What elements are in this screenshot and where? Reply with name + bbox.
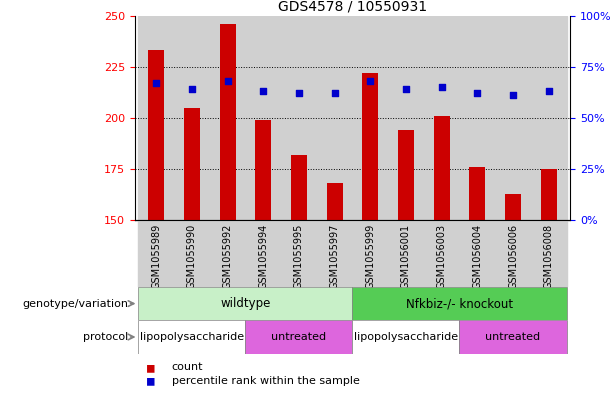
- Bar: [139, 220, 174, 287]
- Bar: [424, 16, 460, 220]
- Bar: [291, 155, 307, 220]
- Bar: [255, 120, 272, 220]
- Bar: [148, 50, 164, 220]
- Bar: [531, 16, 566, 220]
- Text: GSM1056003: GSM1056003: [436, 223, 447, 288]
- Bar: [210, 220, 245, 287]
- Point: [330, 90, 340, 97]
- Bar: [139, 16, 174, 220]
- Point: [401, 86, 411, 92]
- Bar: [352, 320, 460, 354]
- Bar: [139, 287, 352, 320]
- Point: [473, 90, 482, 97]
- Text: GSM1056008: GSM1056008: [544, 223, 554, 288]
- Point: [365, 78, 375, 84]
- Bar: [398, 130, 414, 220]
- Bar: [470, 167, 485, 220]
- Bar: [281, 220, 317, 287]
- Text: Nfkbiz-/- knockout: Nfkbiz-/- knockout: [406, 297, 513, 310]
- Bar: [317, 220, 352, 287]
- Bar: [210, 16, 245, 220]
- Text: count: count: [172, 362, 203, 373]
- Point: [151, 80, 161, 86]
- Bar: [388, 220, 424, 287]
- Bar: [174, 16, 210, 220]
- Bar: [327, 183, 343, 220]
- Title: GDS4578 / 10550931: GDS4578 / 10550931: [278, 0, 427, 13]
- Text: GSM1055995: GSM1055995: [294, 223, 304, 289]
- Point: [508, 92, 518, 99]
- Text: GSM1055997: GSM1055997: [330, 223, 340, 289]
- Bar: [245, 220, 281, 287]
- Bar: [460, 220, 495, 287]
- Text: GSM1055990: GSM1055990: [187, 223, 197, 289]
- Text: GSM1055992: GSM1055992: [223, 223, 232, 289]
- Bar: [245, 16, 281, 220]
- Text: ■: ■: [147, 375, 154, 388]
- Bar: [352, 220, 388, 287]
- Point: [187, 86, 197, 92]
- Text: wildtype: wildtype: [220, 297, 270, 310]
- Point: [223, 78, 232, 84]
- Text: lipopolysaccharide: lipopolysaccharide: [140, 332, 244, 342]
- Text: untreated: untreated: [485, 332, 541, 342]
- Text: untreated: untreated: [272, 332, 327, 342]
- Text: GSM1055994: GSM1055994: [258, 223, 268, 289]
- Bar: [460, 320, 566, 354]
- Bar: [352, 287, 566, 320]
- Text: lipopolysaccharide: lipopolysaccharide: [354, 332, 458, 342]
- Text: genotype/variation: genotype/variation: [23, 299, 129, 309]
- Bar: [245, 320, 352, 354]
- Text: protocol: protocol: [83, 332, 129, 342]
- Bar: [495, 220, 531, 287]
- Text: GSM1056004: GSM1056004: [473, 223, 482, 288]
- Bar: [174, 220, 210, 287]
- Bar: [388, 16, 424, 220]
- Text: ■: ■: [147, 361, 154, 374]
- Bar: [362, 73, 378, 220]
- Bar: [424, 220, 460, 287]
- Bar: [352, 16, 388, 220]
- Text: percentile rank within the sample: percentile rank within the sample: [172, 376, 359, 386]
- Bar: [460, 16, 495, 220]
- Point: [436, 84, 446, 90]
- Bar: [184, 108, 200, 220]
- Bar: [495, 16, 531, 220]
- Point: [544, 88, 554, 94]
- Bar: [505, 193, 521, 220]
- Point: [294, 90, 304, 97]
- Bar: [433, 116, 450, 220]
- Bar: [219, 24, 235, 220]
- Bar: [139, 320, 245, 354]
- Bar: [541, 169, 557, 220]
- Text: GSM1055999: GSM1055999: [365, 223, 375, 289]
- Text: GSM1056006: GSM1056006: [508, 223, 518, 288]
- Bar: [531, 220, 566, 287]
- Text: GSM1056001: GSM1056001: [401, 223, 411, 288]
- Bar: [317, 16, 352, 220]
- Point: [259, 88, 268, 94]
- Text: GSM1055989: GSM1055989: [151, 223, 161, 289]
- Bar: [281, 16, 317, 220]
